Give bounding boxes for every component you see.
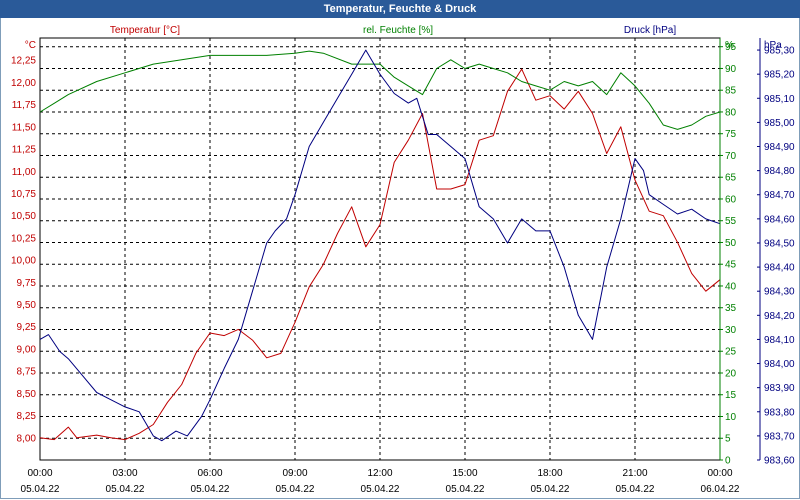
humidity-tick: 75 xyxy=(725,129,737,140)
pressure-tick: 983,60 xyxy=(764,456,795,467)
x-tick-time: 18:00 xyxy=(537,468,562,479)
temperature-tick: 9,00 xyxy=(17,344,37,355)
pressure-tick: 984,40 xyxy=(764,263,795,274)
grid-layer xyxy=(39,37,721,461)
pressure-axis-header: Druck [hPa] xyxy=(624,25,676,36)
pressure-tick: 984,60 xyxy=(764,214,795,225)
temperature-tick: 11,50 xyxy=(12,122,37,133)
humidity-tick: 70 xyxy=(725,151,737,162)
humidity-tick: 45 xyxy=(725,260,737,271)
temperature-unit: °C xyxy=(25,40,36,51)
x-tick-date: 05.04.22 xyxy=(106,484,145,495)
pressure-tick: 984,70 xyxy=(764,190,795,201)
humidity-tick: 35 xyxy=(725,303,737,314)
humidity-tick: 65 xyxy=(725,173,737,184)
humidity-tick: 55 xyxy=(725,216,737,227)
x-tick-date: 06.04.22 xyxy=(701,484,740,495)
pressure-tick: 984,50 xyxy=(764,238,795,249)
axis-layer: 00:00 05.04.22 03:00 05.04.22 06:00 05.04.22 0… xyxy=(11,25,795,495)
temperature-tick: 11,25 xyxy=(12,145,37,156)
humidity-tick: 0 xyxy=(725,456,731,467)
x-tick-date: 05.04.22 xyxy=(616,484,655,495)
pressure-tick: 983,90 xyxy=(764,383,795,394)
x-tick-time: 06:00 xyxy=(197,468,222,479)
temperature-tick: 8,50 xyxy=(17,389,37,400)
temperature-tick: 9,25 xyxy=(17,322,37,333)
pressure-tick: 984,20 xyxy=(764,311,795,322)
temperature-tick: 10,00 xyxy=(11,256,36,267)
temperature-tick: 11,00 xyxy=(12,167,37,178)
pressure-tick: 984,10 xyxy=(764,335,795,346)
humidity-tick: 95 xyxy=(725,42,737,53)
series-layer xyxy=(39,49,721,442)
temperature-axis-header: Temperatur [°C] xyxy=(110,25,180,36)
temperature-tick: 11,75 xyxy=(12,100,37,111)
humidity-tick: 10 xyxy=(725,412,737,423)
temperature-tick: 10,25 xyxy=(11,233,36,244)
window-title: Temperatur, Feuchte & Druck xyxy=(0,0,800,18)
pressure-tick: 984,00 xyxy=(764,359,795,370)
x-tick-date: 05.04.22 xyxy=(191,484,230,495)
humidity-tick: 20 xyxy=(725,368,737,379)
x-tick-time: 21:00 xyxy=(622,468,647,479)
x-tick-date: 05.04.22 xyxy=(531,484,570,495)
x-tick-time: 00:00 xyxy=(27,468,52,479)
pressure-unit: hPa xyxy=(764,40,782,51)
humidity-tick: 15 xyxy=(725,390,737,401)
pressure-tick: 984,80 xyxy=(764,166,795,177)
pressure-tick: 985,30 xyxy=(764,46,795,57)
x-tick-date: 05.04.22 xyxy=(361,484,400,495)
humidity-tick: 80 xyxy=(725,107,737,118)
x-tick-time: 09:00 xyxy=(282,468,307,479)
temperature-tick: 10,75 xyxy=(11,189,36,200)
humidity-tick: 50 xyxy=(725,238,737,249)
pressure-tick: 985,20 xyxy=(764,70,795,81)
x-tick-time: 15:00 xyxy=(452,468,477,479)
temperature-tick: 8,25 xyxy=(17,411,37,422)
series-temperature-line xyxy=(39,68,721,441)
pressure-tick: 984,90 xyxy=(764,142,795,153)
temperature-tick: 8,75 xyxy=(17,367,37,378)
x-tick-time: 00:00 xyxy=(707,468,732,479)
x-tick-date: 05.04.22 xyxy=(446,484,485,495)
x-tick-time: 03:00 xyxy=(112,468,137,479)
humidity-axis-header: rel. Feuchte [%] xyxy=(363,25,433,36)
temperature-tick: 10,50 xyxy=(11,211,36,222)
humidity-unit: % xyxy=(725,40,734,51)
pressure-tick: 983,80 xyxy=(764,407,795,418)
humidity-tick: 90 xyxy=(725,64,737,75)
pressure-tick: 985,10 xyxy=(764,94,795,105)
humidity-tick: 40 xyxy=(725,281,737,292)
pressure-tick: 985,00 xyxy=(764,118,795,129)
x-tick-date: 05.04.22 xyxy=(21,484,60,495)
temperature-tick: 9,75 xyxy=(17,278,37,289)
temperature-tick: 8,00 xyxy=(17,433,37,444)
x-tick-date: 05.04.22 xyxy=(276,484,315,495)
series-pressure-line xyxy=(39,49,721,442)
series-humidity-line xyxy=(39,50,721,130)
humidity-tick: 60 xyxy=(725,194,737,205)
temperature-tick: 9,50 xyxy=(17,300,37,311)
temperature-tick: 12,00 xyxy=(11,78,36,89)
pressure-tick: 983,70 xyxy=(764,431,795,442)
humidity-tick: 30 xyxy=(725,325,737,336)
temperature-tick: 12,25 xyxy=(11,56,36,67)
pressure-tick: 984,30 xyxy=(764,287,795,298)
humidity-tick: 5 xyxy=(725,434,731,445)
humidity-tick: 85 xyxy=(725,86,737,97)
x-tick-time: 12:00 xyxy=(367,468,392,479)
humidity-tick: 25 xyxy=(725,347,737,358)
